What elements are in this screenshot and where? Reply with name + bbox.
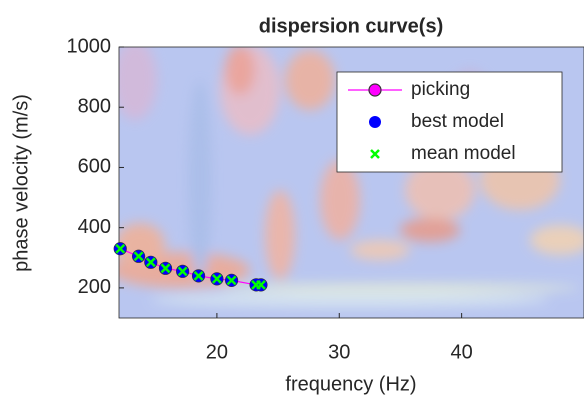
cross-marker — [145, 257, 156, 268]
legend-label: picking — [411, 79, 470, 100]
y-tick-label: 800 — [78, 96, 111, 118]
plot-frame — [118, 46, 584, 319]
x-tick-label: 40 — [451, 341, 473, 363]
legend-label: best model — [411, 111, 504, 132]
x-tick-label: 20 — [206, 341, 228, 363]
x-tick-label: 30 — [328, 341, 350, 363]
y-tick-label: 200 — [78, 276, 111, 298]
x-axis-label: frequency (Hz) — [285, 373, 416, 395]
cross-marker — [256, 279, 266, 290]
cross-marker — [226, 275, 237, 286]
y-tick-label: 1000 — [67, 35, 112, 57]
cross-marker — [177, 266, 188, 277]
cross-marker — [193, 270, 204, 281]
cross-marker — [133, 251, 144, 262]
legend-label: mean model — [411, 143, 516, 164]
cross-marker — [160, 263, 171, 274]
cross-marker — [370, 149, 380, 159]
y-axis-label: phase velocity (m/s) — [10, 94, 32, 272]
chart-title: dispersion curve(s) — [259, 15, 444, 37]
picking-line — [119, 248, 261, 286]
dot-marker — [369, 116, 381, 128]
cross-marker — [212, 273, 222, 284]
y-tick-label: 600 — [78, 156, 111, 178]
y-tick-label: 400 — [78, 216, 111, 238]
circle-marker — [368, 83, 382, 97]
cross-marker — [115, 243, 126, 254]
